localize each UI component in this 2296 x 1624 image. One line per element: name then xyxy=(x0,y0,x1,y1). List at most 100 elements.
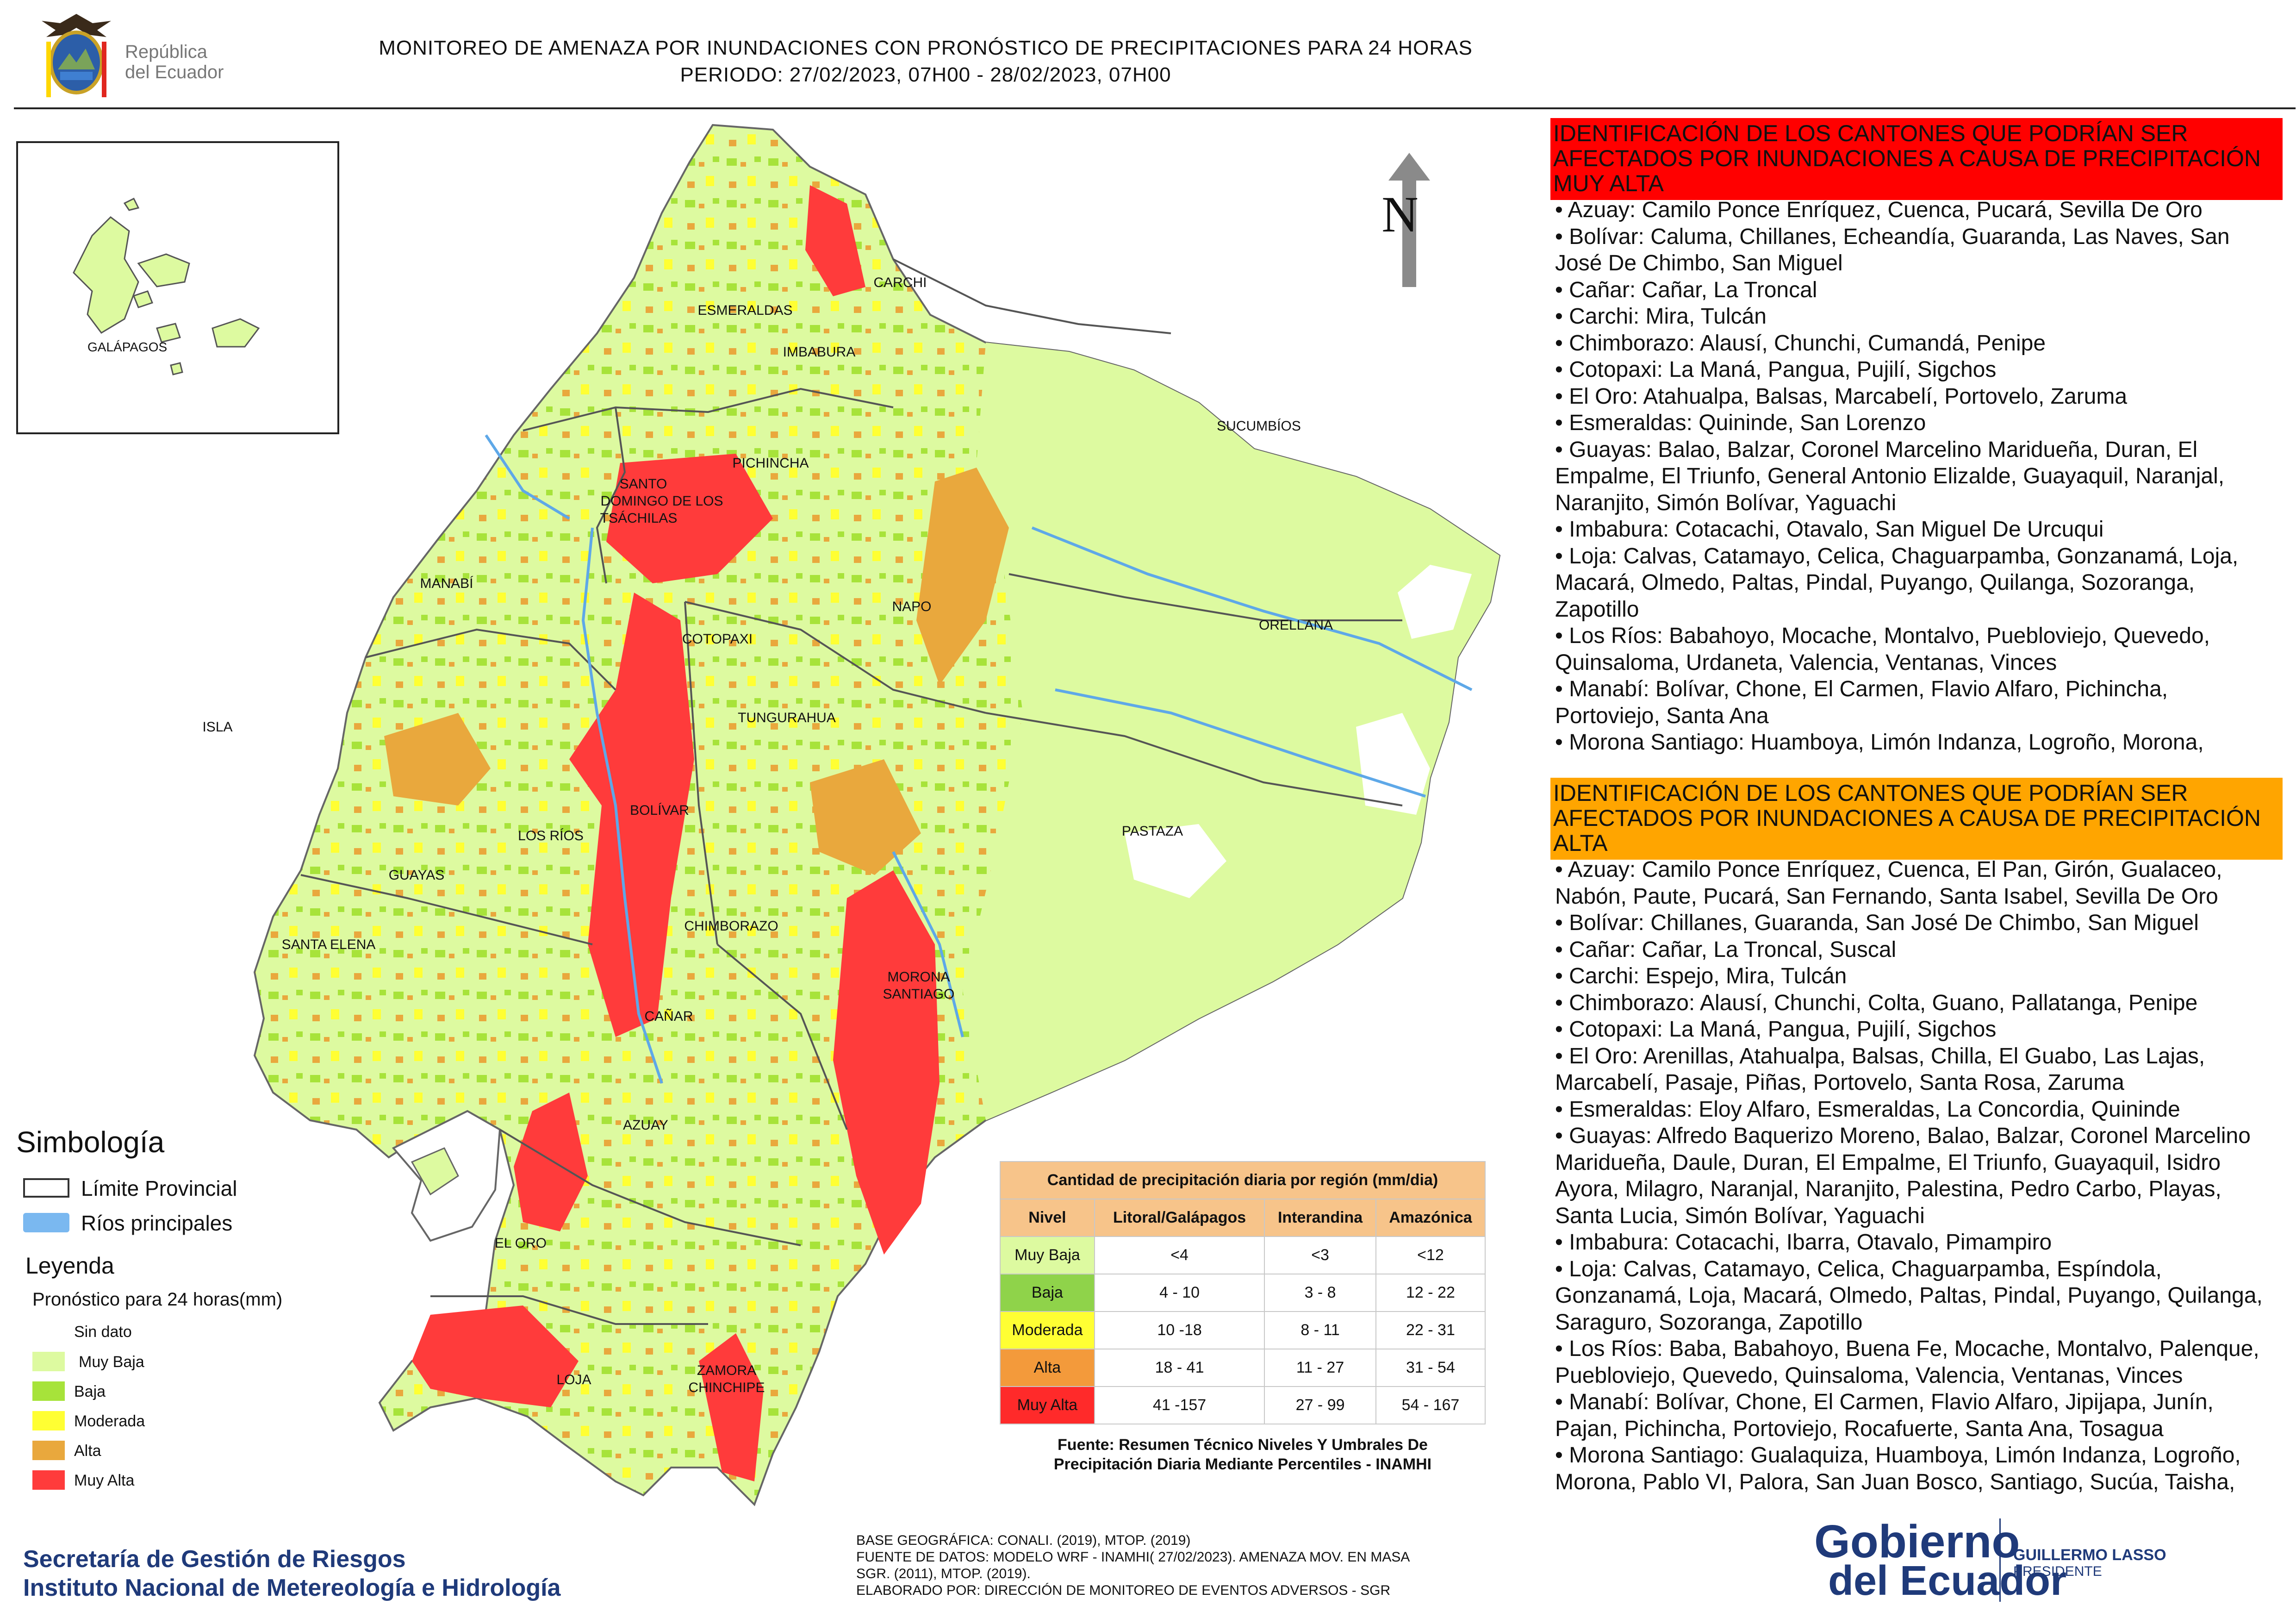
table-row: Moderada 10 -18 8 - 11 22 - 31 xyxy=(1000,1311,1486,1349)
list-item: • Cotopaxi: La Maná, Pangua, Pujilí, Sig… xyxy=(1555,1017,1997,1042)
legend-title: Leyenda xyxy=(25,1253,114,1279)
list-item: • Esmeraldas: Quininde, San Lorenzo xyxy=(1555,411,1926,435)
gobierno-ecuador-logo: Gobierno del Ecuador GUILLERMO LASSO PRE… xyxy=(1805,1514,2268,1606)
high-zone xyxy=(810,759,921,875)
label-santo-2: DOMINGO DE LOS xyxy=(600,493,723,509)
list-item: • Loja: Calvas, Catamayo, Celica, Chagua… xyxy=(1555,1256,2263,1335)
table-cell: 3 - 8 xyxy=(1264,1274,1376,1312)
swatch-moderada xyxy=(32,1411,65,1430)
map-credits: BASE GEOGRÁFICA: CONALI. (2019), MTOP. (… xyxy=(856,1532,1504,1599)
swatch-alta xyxy=(32,1441,65,1460)
list-item: • El Oro: Atahualpa, Balsas, Marcabelí, … xyxy=(1555,384,2128,409)
swatch-sin-dato xyxy=(32,1322,65,1341)
table-source: Fuente: Resumen Técnico Niveles Y Umbral… xyxy=(1000,1435,1486,1474)
no-data-patch xyxy=(1125,824,1226,898)
high-canton-list: • Azuay: Camilo Ponce Enríquez, Cuenca, … xyxy=(1555,856,2277,1495)
label-imbabura: IMBABURA xyxy=(783,344,856,360)
map-title: MONITOREO DE AMENAZA POR INUNDACIONES CO… xyxy=(278,35,1574,88)
list-item: • Cañar: Cañar, La Troncal xyxy=(1555,277,1817,302)
table-header: Interandina xyxy=(1264,1199,1376,1237)
level-cell: Muy Alta xyxy=(1000,1386,1095,1424)
list-item: • Los Ríos: Baba, Babahoyo, Buena Fe, Mo… xyxy=(1555,1337,2259,1388)
very-high-zone xyxy=(412,1305,579,1407)
table-cell: 27 - 99 xyxy=(1264,1386,1376,1424)
high-zone xyxy=(384,713,491,806)
list-item: • Imbabura: Cotacachi, Otavalo, San Migu… xyxy=(1555,517,2104,542)
list-item: • Carchi: Espejo, Mira, Tulcán xyxy=(1555,964,1847,988)
label-galapagos: GALÁPAGOS xyxy=(87,340,167,354)
list-item: • Manabí: Bolívar, Chone, El Carmen, Fla… xyxy=(1555,1390,2214,1441)
list-item: • Esmeraldas: Eloy Alfaro, Esmeraldas, L… xyxy=(1555,1097,2180,1122)
list-item: • Chimborazo: Alausí, Chunchi, Cumandá, … xyxy=(1555,331,2046,356)
list-item: • Los Ríos: Babahoyo, Mocache, Montalvo,… xyxy=(1555,624,2210,675)
high-zone xyxy=(916,468,1009,685)
ecuador-map: CARCHI ESMERALDAS IMBABURA SUCUMBÍOS SAN… xyxy=(202,124,1501,1506)
label-guayas: GUAYAS xyxy=(389,868,445,883)
no-data-patch xyxy=(1398,565,1472,639)
very-high-zone xyxy=(514,1093,588,1231)
provincial-limit-label: Límite Provincial xyxy=(81,1176,237,1200)
table-header: Amazónica xyxy=(1375,1199,1486,1237)
label-los-rios: LOS RÍOS xyxy=(518,828,584,843)
provincial-boundaries xyxy=(300,258,1403,1325)
legend-sin-dato: Sin dato xyxy=(74,1323,132,1341)
label-zamora: ZAMORA xyxy=(697,1363,756,1378)
isla-puna xyxy=(411,1147,459,1196)
label-cotopaxi: COTOPAXI xyxy=(682,631,753,647)
label-sucumbios: SUCUMBÍOS xyxy=(1217,418,1301,434)
no-data-patch xyxy=(1356,713,1430,815)
legend-alta: Alta xyxy=(74,1442,101,1460)
very-high-heading: IDENTIFICACIÓN DE LOS CANTONES QUE PODRÍ… xyxy=(1550,118,2283,200)
list-item: • Cañar: Cañar, La Troncal, Suscal xyxy=(1555,937,1897,962)
galapagos-inset: GALÁPAGOS xyxy=(16,141,339,434)
label-carchi: CARCHI xyxy=(873,275,927,290)
label-orellana: ORELLANA xyxy=(1259,618,1333,633)
table-cell: 11 - 27 xyxy=(1264,1349,1376,1387)
list-item: • Bolívar: Caluma, Chillanes, Echeandía,… xyxy=(1555,224,2230,276)
label-santiago: SANTIAGO xyxy=(883,987,954,1002)
very-high-zone xyxy=(833,870,940,1255)
table-caption: Cantidad de precipitación diaria por reg… xyxy=(1000,1161,1486,1199)
very-high-zone xyxy=(606,454,773,583)
symbology-title: Simbología xyxy=(16,1125,165,1159)
credit-line: FUENTE DE DATOS: MODELO WRF - INAMHI( 27… xyxy=(856,1549,1410,1565)
table-cell: 10 -18 xyxy=(1094,1311,1265,1349)
coat-of-arms-icon xyxy=(42,14,111,97)
credit-line: SGR. (2011), MTOP. (2019). xyxy=(856,1566,1031,1581)
table-row: Baja 4 - 10 3 - 8 12 - 22 xyxy=(1000,1274,1486,1312)
table-cell: 18 - 41 xyxy=(1094,1349,1265,1387)
table-cell: 31 - 54 xyxy=(1375,1349,1486,1387)
label-santo-3: TSÁCHILAS xyxy=(600,511,678,526)
level-cell: Muy Baja xyxy=(1000,1236,1095,1274)
label-esmeraldas: ESMERALDAS xyxy=(697,303,792,318)
label-pichincha: PICHINCHA xyxy=(732,456,809,471)
table-cell: 4 - 10 xyxy=(1094,1274,1265,1312)
table-cell: <4 xyxy=(1094,1236,1265,1274)
label-chimborazo: CHIMBORAZO xyxy=(684,918,778,934)
very-high-zone xyxy=(569,593,694,1037)
legend-baja: Baja xyxy=(74,1383,106,1400)
source-line2: Precipitación Diaria Mediante Percentile… xyxy=(1053,1455,1432,1473)
list-item: • Guayas: Balao, Balzar, Coronel Marceli… xyxy=(1555,437,2225,515)
table-cell: 54 - 167 xyxy=(1375,1386,1486,1424)
level-cell: Alta xyxy=(1000,1349,1095,1387)
legend-moderada: Moderada xyxy=(74,1412,145,1430)
gob-word2: del Ecuador xyxy=(1828,1558,2067,1604)
swatch-baja xyxy=(32,1381,65,1401)
legend-muy-alta: Muy Alta xyxy=(74,1472,135,1489)
rivers-swatch xyxy=(23,1213,69,1232)
header-divider xyxy=(14,107,2296,109)
swatch-muy-alta xyxy=(32,1470,65,1490)
table-cell: 41 -157 xyxy=(1094,1386,1265,1424)
table-cell: <3 xyxy=(1264,1236,1376,1274)
table-cell: 8 - 11 xyxy=(1264,1311,1376,1349)
main-rivers-label: Ríos principales xyxy=(81,1211,233,1235)
brand-line1: República xyxy=(125,42,207,62)
list-item: • Manabí: Bolívar, Chone, El Carmen, Fla… xyxy=(1555,677,2168,728)
list-item: • Azuay: Camilo Ponce Enríquez, Cuenca, … xyxy=(1555,857,2222,909)
list-item: • Loja: Calvas, Catamayo, Celica, Chagua… xyxy=(1555,543,2239,622)
very-high-canton-list: • Azuay: Camilo Ponce Enríquez, Cuenca, … xyxy=(1555,197,2277,756)
very-high-zone xyxy=(699,1333,764,1481)
precipitation-threshold-table: Cantidad de precipitación diaria por reg… xyxy=(1000,1161,1486,1424)
label-pastaza: PASTAZA xyxy=(1122,824,1183,839)
